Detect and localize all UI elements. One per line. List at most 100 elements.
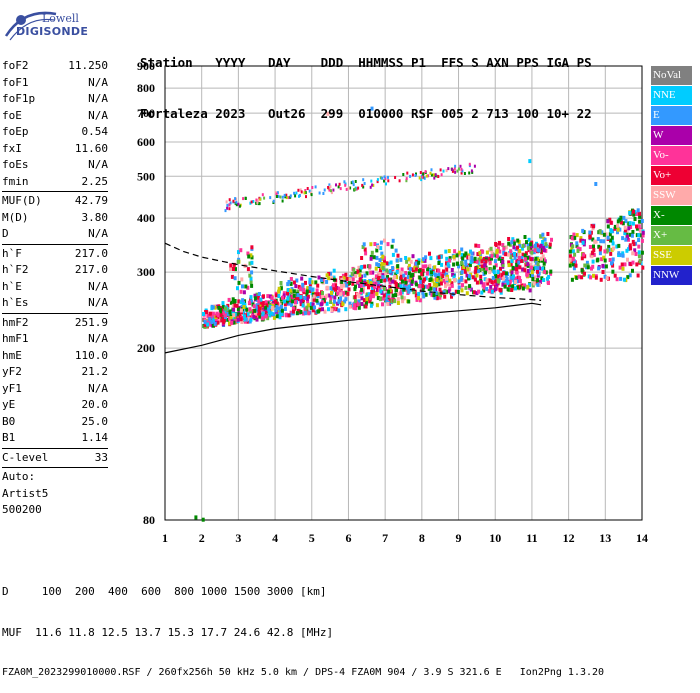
echo-point bbox=[283, 193, 286, 197]
echo-point bbox=[278, 313, 282, 317]
echo-point bbox=[340, 277, 344, 282]
echo-point bbox=[232, 320, 236, 325]
echo-point bbox=[233, 299, 237, 303]
echo-point bbox=[386, 242, 390, 247]
echo-point bbox=[202, 312, 205, 316]
x-tick-label: 6 bbox=[345, 531, 351, 545]
echo-point bbox=[439, 279, 443, 284]
header-label: PS bbox=[576, 55, 600, 70]
echo-point bbox=[270, 295, 274, 300]
echo-point bbox=[482, 282, 486, 287]
echo-point bbox=[468, 284, 472, 289]
echo-point bbox=[536, 273, 540, 278]
echo-point bbox=[338, 182, 341, 186]
footer-distance-row: D 100 200 400 600 800 1000 1500 3000 [km… bbox=[2, 585, 327, 598]
param-row: yF2 21.2 bbox=[2, 364, 108, 381]
echo-point bbox=[256, 200, 259, 204]
echo-point bbox=[365, 292, 369, 297]
echo-point bbox=[548, 244, 552, 249]
echo-point bbox=[308, 286, 312, 291]
echo-point bbox=[521, 244, 525, 248]
echo-point bbox=[375, 248, 379, 253]
echo-point bbox=[636, 208, 640, 213]
echo-point bbox=[543, 237, 547, 242]
echo-point bbox=[418, 269, 422, 274]
echo-point bbox=[501, 263, 505, 268]
echo-point bbox=[445, 169, 448, 173]
param-value: 11.250 bbox=[68, 59, 108, 72]
echo-point bbox=[327, 276, 331, 281]
echo-point bbox=[599, 239, 603, 244]
echo-point bbox=[452, 262, 456, 267]
echo-point bbox=[206, 313, 210, 318]
echo-point bbox=[244, 284, 248, 289]
echo-point bbox=[609, 238, 612, 243]
echo-point bbox=[418, 275, 422, 280]
param-value: N/A bbox=[88, 381, 108, 395]
echo-point bbox=[448, 283, 452, 288]
echo-point bbox=[381, 254, 385, 259]
echo-point bbox=[369, 242, 373, 247]
x-tick-label: 2 bbox=[199, 531, 205, 545]
echo-point bbox=[280, 312, 284, 316]
echo-point bbox=[247, 316, 251, 321]
echo-point bbox=[213, 305, 217, 310]
param-row: foE N/A bbox=[2, 108, 108, 125]
echo-point bbox=[249, 253, 253, 258]
echo-point bbox=[534, 256, 538, 261]
header-value: Fortaleza bbox=[140, 106, 216, 121]
echo-point bbox=[359, 265, 363, 270]
echo-point bbox=[426, 284, 430, 289]
echo-point bbox=[610, 261, 613, 266]
param-value: N/A bbox=[88, 296, 108, 309]
echo-point bbox=[603, 258, 607, 263]
header-value: 005 bbox=[441, 106, 472, 121]
echo-point bbox=[534, 265, 537, 270]
echo-point bbox=[265, 309, 269, 314]
echo-point bbox=[417, 258, 421, 263]
echo-point bbox=[457, 250, 461, 255]
echo-point bbox=[632, 212, 636, 217]
echo-point bbox=[623, 231, 627, 236]
echo-point bbox=[592, 252, 596, 257]
echo-point bbox=[445, 280, 449, 284]
echo-point bbox=[243, 319, 247, 324]
echo-point bbox=[206, 322, 210, 327]
header-value: 2 bbox=[471, 106, 487, 121]
echo-point bbox=[430, 292, 434, 297]
echo-point bbox=[592, 224, 595, 229]
legend-entry-sse: SSE bbox=[651, 246, 692, 265]
echo-point bbox=[249, 295, 253, 300]
echo-point bbox=[330, 276, 334, 281]
echo-point bbox=[633, 217, 637, 221]
echo-point bbox=[233, 312, 237, 317]
param-value: 251.9 bbox=[74, 315, 108, 329]
echo-point bbox=[638, 259, 642, 264]
echo-point bbox=[440, 262, 444, 267]
echo-point bbox=[524, 251, 528, 256]
echo-point bbox=[578, 247, 582, 252]
echo-point bbox=[471, 275, 475, 280]
echo-point bbox=[505, 277, 509, 282]
echo-point bbox=[325, 285, 329, 290]
echo-point bbox=[259, 197, 262, 201]
echo-point bbox=[474, 243, 478, 248]
echo-point bbox=[387, 179, 390, 183]
echo-point bbox=[293, 300, 297, 305]
echo-point bbox=[629, 246, 633, 251]
param-row: hmE 110.0 bbox=[2, 348, 108, 365]
echo-point bbox=[600, 257, 604, 262]
echo-point bbox=[424, 264, 428, 269]
echo-point bbox=[453, 167, 456, 171]
echo-point bbox=[608, 258, 612, 262]
echo-point bbox=[247, 254, 251, 259]
echo-point bbox=[396, 297, 400, 302]
echo-point bbox=[536, 282, 540, 287]
echo-point bbox=[312, 294, 316, 299]
echo-point bbox=[570, 277, 574, 282]
echo-point bbox=[512, 274, 515, 279]
echo-point bbox=[430, 168, 433, 172]
echo-point bbox=[428, 263, 432, 268]
echo-point bbox=[296, 289, 300, 294]
y-tick-label: 80 bbox=[143, 513, 155, 527]
